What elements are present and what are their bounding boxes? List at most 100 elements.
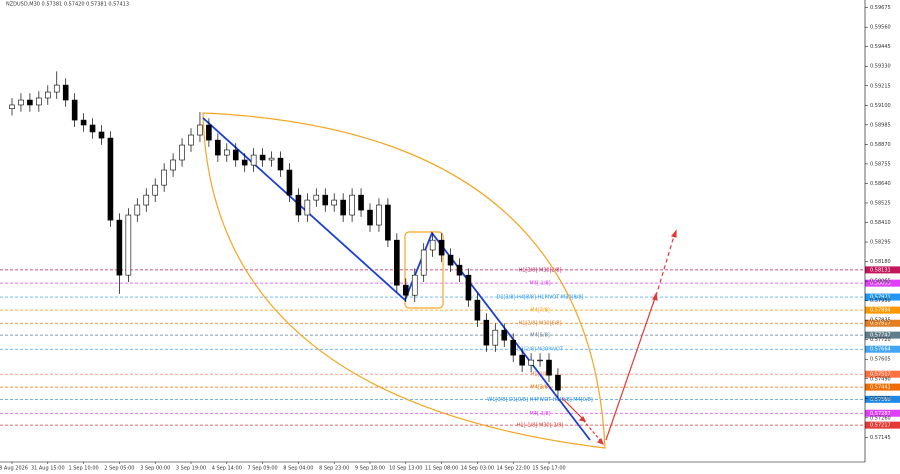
candle-body bbox=[53, 84, 60, 93]
arrow-head bbox=[596, 437, 605, 446]
y-tick-label: 0.58870 bbox=[870, 142, 891, 148]
level-label: D1[2/8] M30PIVOT bbox=[517, 347, 564, 353]
candle-body bbox=[465, 274, 472, 301]
y-tick-label: 0.57260 bbox=[870, 415, 891, 421]
candle-body bbox=[340, 199, 346, 216]
candle-body bbox=[250, 154, 257, 166]
x-tick-label: 7 Sep 09:00 bbox=[247, 466, 277, 472]
level-label: M4[-1/8] bbox=[529, 281, 550, 287]
price-badge bbox=[865, 383, 900, 391]
level-label: H1[-1/8] M30[-2/8] bbox=[517, 423, 564, 429]
arrow-head bbox=[670, 229, 677, 238]
candle-body bbox=[286, 169, 293, 196]
price-badge bbox=[865, 266, 900, 274]
candle-body bbox=[268, 157, 275, 161]
candle-body bbox=[304, 199, 311, 216]
price-badge-label: 0.58131 bbox=[870, 267, 891, 273]
level-label: H1[2/8] M30[6/8] bbox=[518, 321, 561, 327]
y-tick-label: 0.58640 bbox=[870, 181, 891, 187]
arrow bbox=[561, 397, 583, 419]
x-tick-label: 8 Sep 04:00 bbox=[283, 466, 313, 472]
candle-body bbox=[394, 239, 400, 286]
arrow bbox=[605, 297, 656, 441]
y-tick-label: 0.59100 bbox=[870, 103, 891, 109]
x-tick-label: 8 Sep 23:00 bbox=[319, 466, 349, 472]
candle-body bbox=[367, 209, 373, 226]
x-tick-label: 15 Sep 17:00 bbox=[532, 466, 565, 472]
x-tick-label: 11 Sep 08:00 bbox=[425, 466, 458, 472]
y-tick-label: 0.57145 bbox=[870, 435, 891, 441]
arrow bbox=[655, 235, 675, 297]
y-tick-label: 0.58410 bbox=[870, 220, 891, 226]
candle-body bbox=[519, 354, 525, 366]
candle-body bbox=[80, 119, 87, 126]
candle-body bbox=[116, 219, 123, 276]
candle-body bbox=[510, 339, 517, 356]
candle-body bbox=[259, 154, 266, 161]
candle-body bbox=[62, 84, 69, 101]
candle-body bbox=[9, 104, 15, 110]
level-label: M4[3/8] bbox=[530, 385, 549, 391]
price-badge bbox=[865, 370, 900, 378]
x-tick-label: 9 Sep 18:00 bbox=[355, 466, 385, 472]
axes: 0.59675 0.59560 0.59445 0.59330 0.59215 0.591… bbox=[0, 5, 891, 471]
candle-body bbox=[107, 137, 114, 221]
price-badge-label: 0.57217 bbox=[870, 423, 891, 429]
candle-body bbox=[313, 194, 320, 201]
candle-body bbox=[411, 274, 418, 296]
candle-body bbox=[206, 124, 212, 141]
candle-body bbox=[483, 319, 490, 346]
candle-body bbox=[18, 99, 24, 106]
candle-body bbox=[224, 149, 230, 156]
price-badge-label: 0.57894 bbox=[870, 308, 891, 314]
y-tick-label: 0.57720 bbox=[870, 337, 891, 343]
pattern-box bbox=[404, 231, 444, 309]
candle-body bbox=[358, 194, 364, 211]
x-tick-label: 10 Sep 13:00 bbox=[389, 466, 422, 472]
candle-body bbox=[322, 194, 329, 206]
candle-body bbox=[501, 329, 508, 341]
price-badge bbox=[865, 293, 900, 301]
candle-body bbox=[44, 91, 51, 99]
candle-body bbox=[98, 131, 105, 139]
candle-body bbox=[143, 194, 150, 206]
price-badge bbox=[865, 279, 900, 287]
candle-body bbox=[331, 199, 338, 206]
candle-body bbox=[376, 204, 382, 226]
y-tick-label: 0.59560 bbox=[870, 25, 891, 31]
candle-body bbox=[161, 169, 167, 186]
y-tick-label: 0.57490 bbox=[870, 376, 891, 382]
price-badge bbox=[865, 306, 900, 314]
candle-body bbox=[385, 204, 391, 241]
x-tick-label: 28 Aug 2026 bbox=[0, 466, 28, 472]
candle-body bbox=[188, 134, 194, 146]
price-badge bbox=[865, 395, 900, 403]
candle-body bbox=[429, 239, 436, 251]
x-tick-label: 31 Aug 15:00 bbox=[31, 466, 65, 472]
y-tick-label: 0.57605 bbox=[870, 357, 891, 363]
candle-body bbox=[36, 97, 42, 106]
candle-body bbox=[349, 194, 355, 216]
candle-body bbox=[492, 329, 499, 346]
candle-body bbox=[528, 359, 534, 366]
y-tick-label: 0.58295 bbox=[870, 240, 891, 246]
candle-body bbox=[197, 124, 203, 136]
candle-body bbox=[402, 284, 409, 296]
y-tick-label: 0.58985 bbox=[870, 122, 891, 128]
candle-body bbox=[537, 359, 543, 362]
price-badge bbox=[865, 331, 900, 339]
price-badge-label: 0.57287 bbox=[870, 411, 891, 417]
y-tick-label: 0.59330 bbox=[870, 64, 891, 70]
y-tick-label: 0.57950 bbox=[870, 298, 891, 304]
chart-header: NZDUSD,M30 0.57381 0.57420 0.57381 0.574… bbox=[6, 2, 129, 8]
fibonacci-arc bbox=[202, 112, 606, 449]
level-label: M4[5/8] bbox=[530, 333, 549, 339]
price-badge bbox=[865, 345, 900, 353]
candle-body bbox=[546, 359, 552, 376]
candle-body bbox=[125, 214, 132, 276]
y-tick-label: 0.58755 bbox=[870, 161, 891, 167]
y-tick-label: 0.59445 bbox=[870, 44, 891, 50]
candle-body bbox=[27, 99, 33, 106]
candle-body bbox=[241, 159, 248, 166]
price-badge-label: 0.57441 bbox=[870, 385, 891, 391]
